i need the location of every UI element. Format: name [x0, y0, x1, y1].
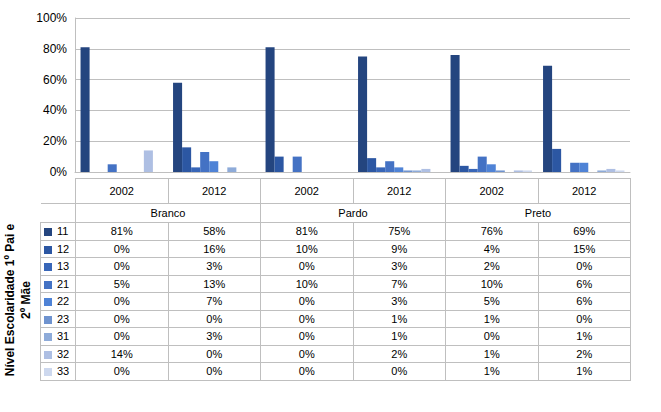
html-text:12: 12 — [57, 242, 70, 255]
html-text:23: 23 — [57, 312, 70, 325]
html-text:1%: 1% — [391, 330, 408, 343]
html-text:76%: 76% — [480, 225, 503, 238]
html-text:69%: 69% — [573, 225, 596, 238]
html-text:2002: 2002 — [109, 185, 134, 197]
html-text:0%: 0% — [113, 242, 130, 255]
html-text:1%: 1% — [576, 365, 593, 378]
html-text:0%: 0% — [206, 347, 223, 360]
html-text:22: 22 — [57, 295, 70, 308]
html-text:81%: 81% — [110, 225, 133, 238]
html-text:31: 31 — [57, 330, 70, 343]
svg-text:40%: 40% — [43, 103, 67, 117]
svg-text:60%: 60% — [43, 73, 67, 87]
html-text:6%: 6% — [576, 277, 593, 290]
html-text:0%: 0% — [113, 295, 130, 308]
html-text:81%: 81% — [295, 225, 318, 238]
html-text:2%: 2% — [576, 347, 593, 360]
html-text:0%: 0% — [576, 312, 593, 325]
html-text:7%: 7% — [391, 277, 408, 290]
html-text:21: 21 — [57, 277, 70, 290]
html-text:9%: 9% — [391, 242, 408, 255]
html-text:1%: 1% — [391, 312, 408, 325]
html-text:0%: 0% — [113, 260, 130, 273]
svg-text:80%: 80% — [43, 42, 67, 56]
html-text:32: 32 — [57, 347, 70, 360]
html-text:13: 13 — [57, 260, 70, 273]
html-text:Preto: Preto — [524, 207, 552, 219]
html-text:33: 33 — [57, 365, 70, 378]
html-text:1%: 1% — [576, 330, 593, 343]
html-text:2%: 2% — [391, 347, 408, 360]
html-text:1%: 1% — [483, 312, 500, 325]
html-text:0%: 0% — [206, 365, 223, 378]
html-text:Nível Escolaridade 1º Pai e 2º: Nível Escolaridade 1º Pai e 2º Mãe — [3, 223, 33, 377]
html-text:75%: 75% — [388, 225, 411, 238]
html-text:0%: 0% — [298, 260, 315, 273]
html-text:0%: 0% — [298, 347, 315, 360]
html-text:0%: 0% — [391, 365, 408, 378]
html-text:2%: 2% — [483, 260, 500, 273]
html-text:Pardo: Pardo — [338, 207, 368, 219]
html-text:7%: 7% — [206, 295, 223, 308]
html-text:14%: 14% — [110, 347, 133, 360]
html-text:0%: 0% — [206, 312, 223, 325]
html-text:4%: 4% — [483, 242, 500, 255]
html-text:5%: 5% — [113, 277, 130, 290]
html-text:0%: 0% — [298, 330, 315, 343]
svg-text:20%: 20% — [43, 134, 67, 148]
html-text:3%: 3% — [206, 330, 223, 343]
html-text:0%: 0% — [113, 365, 130, 378]
html-text:2002: 2002 — [479, 185, 504, 197]
html-text:2012: 2012 — [572, 185, 597, 197]
html-text:0%: 0% — [113, 330, 130, 343]
html-text:6%: 6% — [576, 295, 593, 308]
html-text:0%: 0% — [113, 312, 130, 325]
html-text:58%: 58% — [203, 225, 226, 238]
html-text:2012: 2012 — [202, 185, 227, 197]
html-text:1%: 1% — [483, 365, 500, 378]
html-text:0%: 0% — [483, 330, 500, 343]
html-text:3%: 3% — [391, 260, 408, 273]
html-text:11: 11 — [57, 225, 69, 238]
html-text:3%: 3% — [206, 260, 223, 273]
html-text:16%: 16% — [203, 242, 226, 255]
html-text:0%: 0% — [298, 312, 315, 325]
html-text:10%: 10% — [295, 277, 318, 290]
html-text:Branco: Branco — [150, 207, 186, 219]
html-text:3%: 3% — [391, 295, 408, 308]
html-text:10%: 10% — [480, 277, 503, 290]
html-text:2012: 2012 — [387, 185, 412, 197]
html-text:0%: 0% — [298, 295, 315, 308]
html-text:13%: 13% — [203, 277, 226, 290]
html-text:10%: 10% — [295, 242, 318, 255]
svg-text:100%: 100% — [36, 11, 67, 25]
html-text:15%: 15% — [573, 242, 596, 255]
html-text:5%: 5% — [483, 295, 500, 308]
html-text:2002: 2002 — [294, 185, 319, 197]
html-text:0%: 0% — [298, 365, 315, 378]
html-text:0%: 0% — [576, 260, 593, 273]
svg-text:0%: 0% — [50, 165, 68, 179]
html-text:1%: 1% — [483, 347, 500, 360]
